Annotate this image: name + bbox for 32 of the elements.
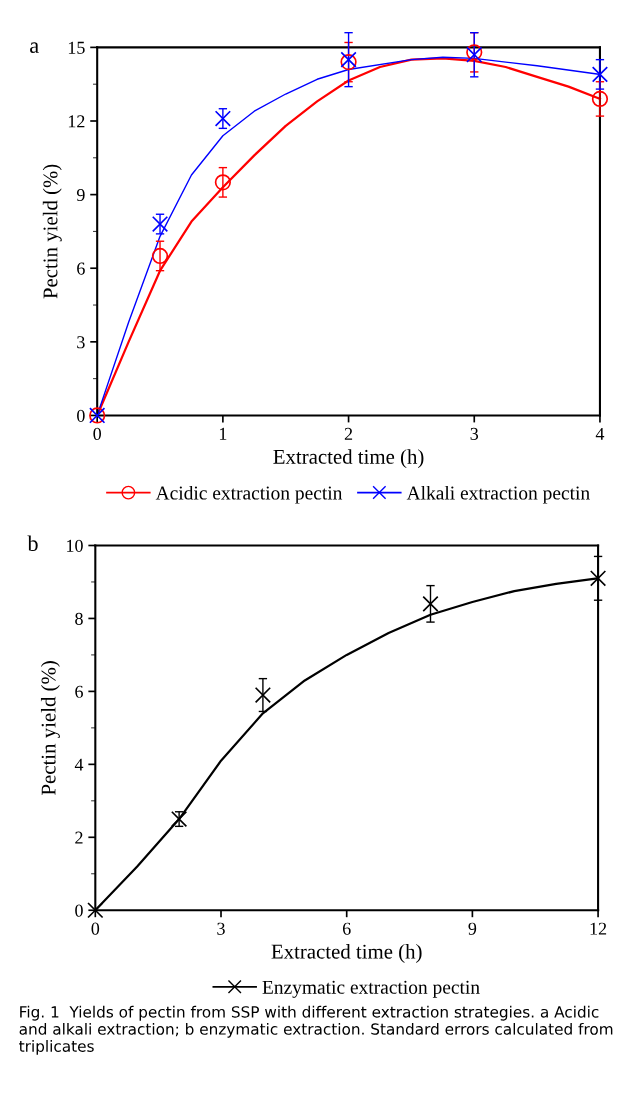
x-axis-title: Extracted time (h) [271, 943, 422, 963]
x-tick-label: 3 [470, 427, 479, 440]
y-tick-label: 9 [76, 188, 85, 202]
x-tick-label: 3 [217, 922, 225, 935]
y-axis-title: Pectin yield (%) [42, 164, 62, 299]
y-tick-label: 4 [74, 758, 84, 771]
x-tick-label: 1 [219, 427, 227, 440]
x-tick-label: 0 [93, 427, 102, 440]
x-tick-label: 12 [590, 922, 607, 935]
text: a [30, 42, 39, 53]
x-tick-label: 9 [468, 922, 477, 935]
x-axis-title: Extracted time (h) [273, 449, 424, 469]
y-tick-label: 12 [68, 115, 85, 128]
y-axis-title: Pectin yield (%) [40, 661, 60, 795]
legend-label: Acidic extraction pectin [155, 485, 343, 504]
y-tick-label: 8 [75, 612, 83, 625]
y-tick-label: 15 [68, 41, 85, 54]
y-tick-label: 6 [75, 685, 83, 698]
caption: Fig. 1 Yields of pectin from SSP with different extraction strategies. a Acidic and alkali extraction; b enzymatic extraction. Standard errors calculated from triplicates [19, 1005, 613, 1055]
y-tick-label: 6 [77, 262, 85, 275]
y-tick-label: 3 [77, 336, 85, 349]
legend-label: Alkali extraction pectin [406, 485, 590, 504]
y-tick-label: 0 [75, 904, 83, 917]
x-tick-label: 2 [344, 427, 353, 440]
x-tick-label: 0 [91, 922, 100, 935]
legend-label: Enzymatic extraction pectin [262, 980, 480, 998]
x-tick-label: 4 [595, 427, 605, 440]
y-tick-label: 0 [77, 409, 85, 422]
y-tick-label: 10 [67, 539, 83, 552]
text: b [27, 535, 38, 552]
y-tick-label: 2 [75, 831, 83, 844]
x-tick-label: 6 [342, 922, 351, 935]
